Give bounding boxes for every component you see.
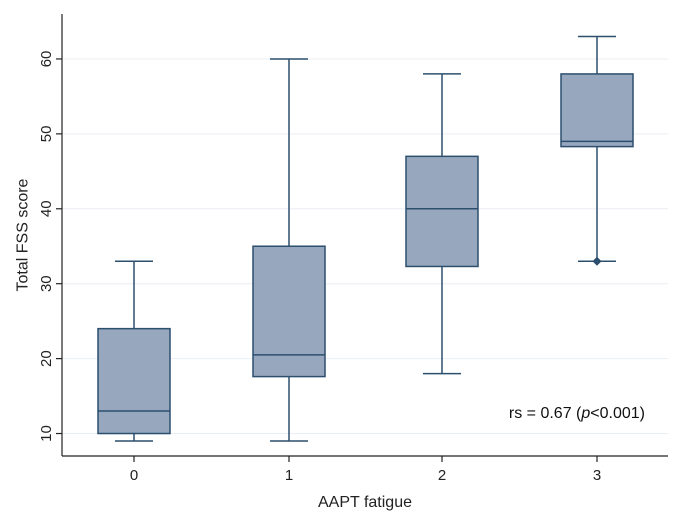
iqr-box	[560, 73, 634, 148]
box-group-3	[560, 35, 634, 266]
y-tick-label: 60	[38, 51, 55, 68]
x-tick-label: 1	[285, 467, 293, 484]
y-tick-label: 20	[38, 350, 55, 367]
box-group-0	[97, 260, 171, 442]
x-tick-label: 0	[130, 467, 138, 484]
axes	[61, 14, 668, 457]
box-group-2	[405, 73, 479, 375]
ticks: 10 20 30 40 50 60 0 1 2 3	[38, 51, 601, 484]
y-axis-title: Total FSS score	[15, 178, 32, 291]
box-group-1	[252, 58, 326, 442]
x-axis-title: AAPT fatigue	[318, 494, 412, 511]
iqr-box	[405, 155, 479, 268]
y-tick-label: 50	[38, 126, 55, 143]
annotation-suffix: <0.001)	[590, 405, 645, 422]
x-tick-label: 2	[438, 467, 446, 484]
x-tick-label: 3	[593, 467, 601, 484]
y-tick-label: 40	[38, 200, 55, 217]
iqr-box	[97, 327, 171, 435]
correlation-annotation: rs = 0.67 (p<0.001)	[509, 405, 645, 422]
annotation-p-italic: p	[580, 405, 590, 422]
outlier-point	[592, 256, 602, 266]
y-tick-label: 30	[38, 275, 55, 292]
box-series	[97, 35, 634, 442]
annotation-prefix: rs = 0.67 (	[509, 405, 582, 422]
y-tick-label: 10	[38, 425, 55, 442]
iqr-box	[252, 245, 326, 378]
